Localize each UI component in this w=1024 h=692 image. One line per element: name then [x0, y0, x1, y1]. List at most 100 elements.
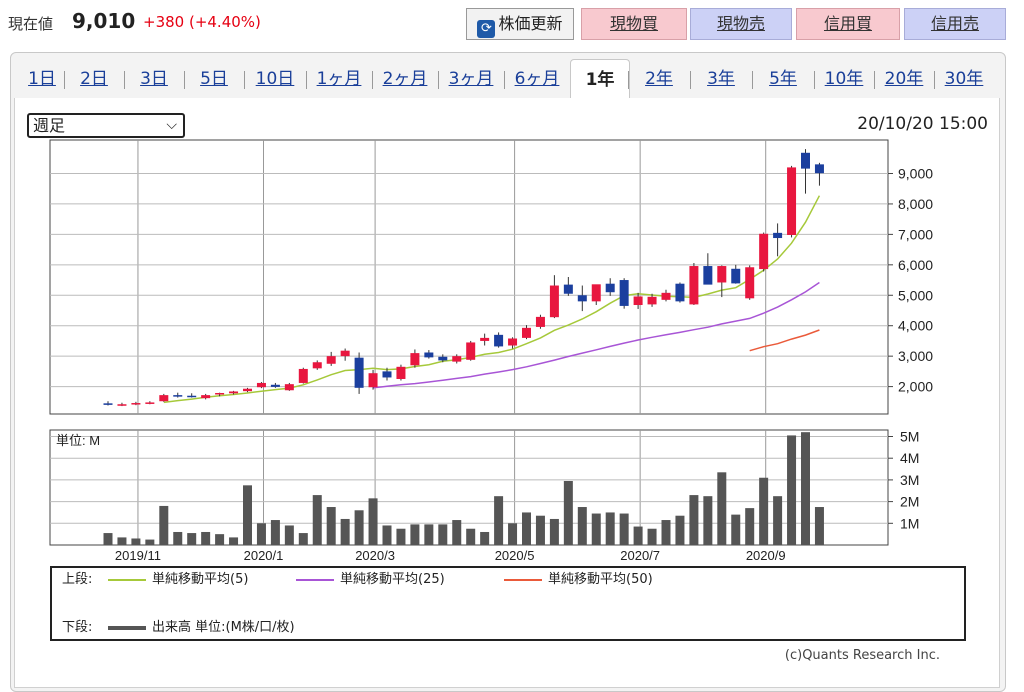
- ma5-line: [163, 195, 821, 404]
- tab-9[interactable]: 1年: [570, 59, 630, 100]
- volume-bar: [103, 533, 113, 545]
- candle-body: [759, 233, 769, 270]
- tab-1[interactable]: 2日: [80, 69, 108, 89]
- volume-bar: [131, 538, 141, 545]
- volume-bar: [633, 526, 643, 545]
- volume-bar: [661, 520, 671, 545]
- candle-body: [591, 284, 601, 302]
- legend-volume-label: 出来高 単位:(M株/口/枚): [152, 620, 295, 635]
- tab-separator: [372, 71, 373, 89]
- tab-0[interactable]: 1日: [28, 69, 56, 89]
- tab-5[interactable]: 1ヶ月: [316, 69, 362, 89]
- tab-13[interactable]: 10年: [824, 69, 864, 89]
- tab-11[interactable]: 3年: [707, 69, 735, 89]
- volume-bar: [173, 531, 183, 545]
- candle-body: [773, 232, 783, 239]
- ma50-line: [749, 329, 820, 352]
- tab-separator: [184, 71, 185, 89]
- candle-body: [145, 402, 155, 404]
- x-tick-label: 2020/5: [495, 548, 535, 563]
- quote-header: 現在値 9,010 +380 (+4.40%) ⟳ 株価更新 現物買 現物売 信用…: [0, 0, 1024, 46]
- x-tick-label: 2020/7: [620, 548, 660, 563]
- volume-bar: [787, 435, 797, 545]
- candle-body: [814, 164, 824, 174]
- price-change: +380 (+4.40%): [143, 13, 261, 31]
- candle-body: [103, 403, 113, 405]
- candle-body: [229, 391, 239, 394]
- volume-bar: [647, 528, 657, 545]
- legend-ma50-label: 単純移動平均(50): [548, 572, 653, 587]
- volume-bar: [396, 528, 406, 545]
- volume-bar: [243, 485, 252, 545]
- candle-body: [396, 366, 406, 379]
- tab-15[interactable]: 30年: [944, 69, 984, 89]
- y-tick-label: 7,000: [898, 226, 933, 242]
- legend-volume: 出来高 単位:(M株/口/枚): [108, 618, 295, 638]
- candle-body: [801, 152, 810, 169]
- tab-3[interactable]: 5日: [200, 69, 228, 89]
- tab-4[interactable]: 10日: [255, 69, 295, 89]
- candle-body: [605, 283, 615, 293]
- tab-7[interactable]: 3ヶ月: [448, 69, 494, 89]
- volume-bar: [368, 498, 378, 545]
- tab-10[interactable]: 2年: [645, 69, 673, 89]
- candle-body: [494, 334, 504, 347]
- cash-sell-button[interactable]: 現物売: [690, 8, 792, 40]
- volume-unit-label: 単位: M: [56, 433, 100, 448]
- volume-bar: [438, 524, 448, 545]
- candle-body: [368, 373, 378, 388]
- tab-12[interactable]: 5年: [769, 69, 797, 89]
- margin-sell-button[interactable]: 信用売: [904, 8, 1006, 40]
- candle-body: [326, 356, 336, 364]
- y-tick-label: 6,000: [898, 257, 933, 273]
- refresh-price-button[interactable]: ⟳ 株価更新: [466, 8, 574, 40]
- candle-body: [173, 395, 183, 397]
- legend-ma5-label: 単純移動平均(5): [152, 572, 249, 587]
- tab-2[interactable]: 3日: [140, 69, 168, 89]
- volume-bar: [145, 539, 155, 545]
- tab-separator: [64, 71, 65, 89]
- x-tick-label: 2020/9: [746, 548, 786, 563]
- candle-body: [619, 280, 629, 306]
- candle-body: [661, 292, 671, 300]
- volume-bar: [619, 513, 629, 545]
- chevron-down-icon: ⌵: [166, 117, 177, 133]
- volume-bar: [187, 533, 197, 545]
- volume-tick-label: 1M: [900, 515, 919, 531]
- volume-bar: [215, 534, 225, 545]
- legend-ma5-swatch: [108, 578, 146, 581]
- tab-14[interactable]: 20年: [884, 69, 924, 89]
- period-select[interactable]: 週足 ⌵: [27, 113, 185, 138]
- volume-bar: [466, 528, 476, 545]
- legend-ma25-label: 単純移動平均(25): [340, 572, 445, 587]
- candle-body: [689, 266, 699, 305]
- tab-separator: [124, 71, 125, 89]
- legend-ma25-swatch: [296, 578, 334, 581]
- volume-bar: [605, 512, 615, 545]
- period-select-value: 週足: [33, 116, 66, 135]
- volume-bar: [424, 524, 434, 545]
- cash-buy-button[interactable]: 現物買: [581, 8, 687, 40]
- candle-body: [410, 353, 420, 366]
- candle-body: [424, 352, 434, 358]
- volume-bar: [229, 537, 239, 545]
- volume-bar: [284, 525, 294, 545]
- tab-6[interactable]: 2ヶ月: [382, 69, 428, 89]
- candle-body: [466, 342, 476, 360]
- candle-body: [508, 338, 518, 346]
- candlesticks: [103, 149, 824, 407]
- candle-body: [270, 384, 280, 387]
- candle-body: [354, 357, 364, 388]
- volume-bar: [591, 513, 601, 545]
- tab-separator: [628, 71, 629, 89]
- tab-8[interactable]: 6ヶ月: [514, 69, 560, 89]
- volume-bar: [577, 507, 587, 545]
- volume-bar: [549, 518, 559, 545]
- candle-body: [647, 296, 657, 305]
- volume-bar: [522, 512, 531, 545]
- margin-buy-button[interactable]: 信用買: [796, 8, 900, 40]
- price-plot-frame: [49, 139, 889, 415]
- candle-body: [577, 295, 587, 302]
- candle-body: [438, 356, 448, 361]
